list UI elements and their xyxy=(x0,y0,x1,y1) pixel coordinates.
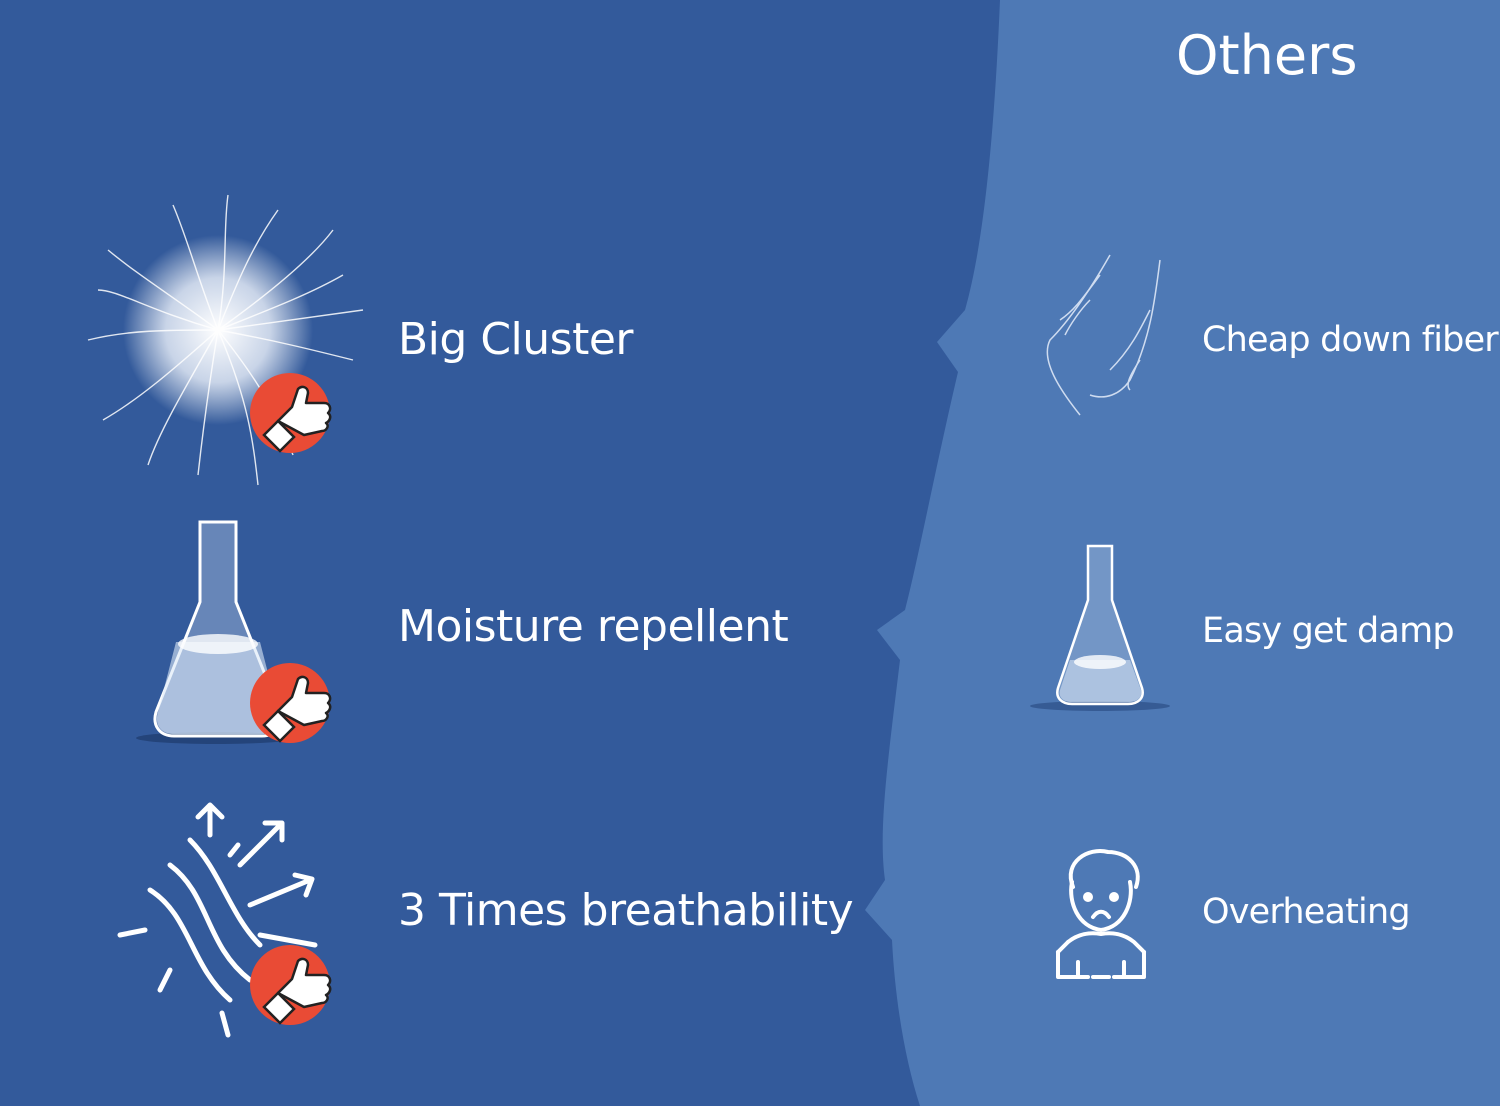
feature-label-big-cluster: Big Cluster xyxy=(398,314,634,365)
right-panel xyxy=(865,0,1500,1106)
thumbs-up-badge-icon xyxy=(250,373,332,453)
small-flask-icon xyxy=(1030,544,1170,711)
thumbs-up-badge-icon xyxy=(250,945,332,1025)
thin-fiber-icon xyxy=(1046,254,1161,416)
flask-icon xyxy=(136,520,296,744)
feature-label-moisture-repellent: Moisture repellent xyxy=(398,601,789,652)
feature-label-breathability: 3 Times breathability xyxy=(398,885,854,936)
other-label-cheap-down-fiber: Cheap down fiber xyxy=(1202,320,1499,360)
other-label-overheating: Overheating xyxy=(1202,892,1411,932)
thumbs-up-badge-icon xyxy=(250,663,332,743)
airflow-arrows-icon xyxy=(117,802,318,1038)
other-label-easy-get-damp: Easy get damp xyxy=(1202,611,1455,651)
others-title: Others xyxy=(1176,24,1358,87)
sweating-person-icon xyxy=(1056,849,1146,979)
